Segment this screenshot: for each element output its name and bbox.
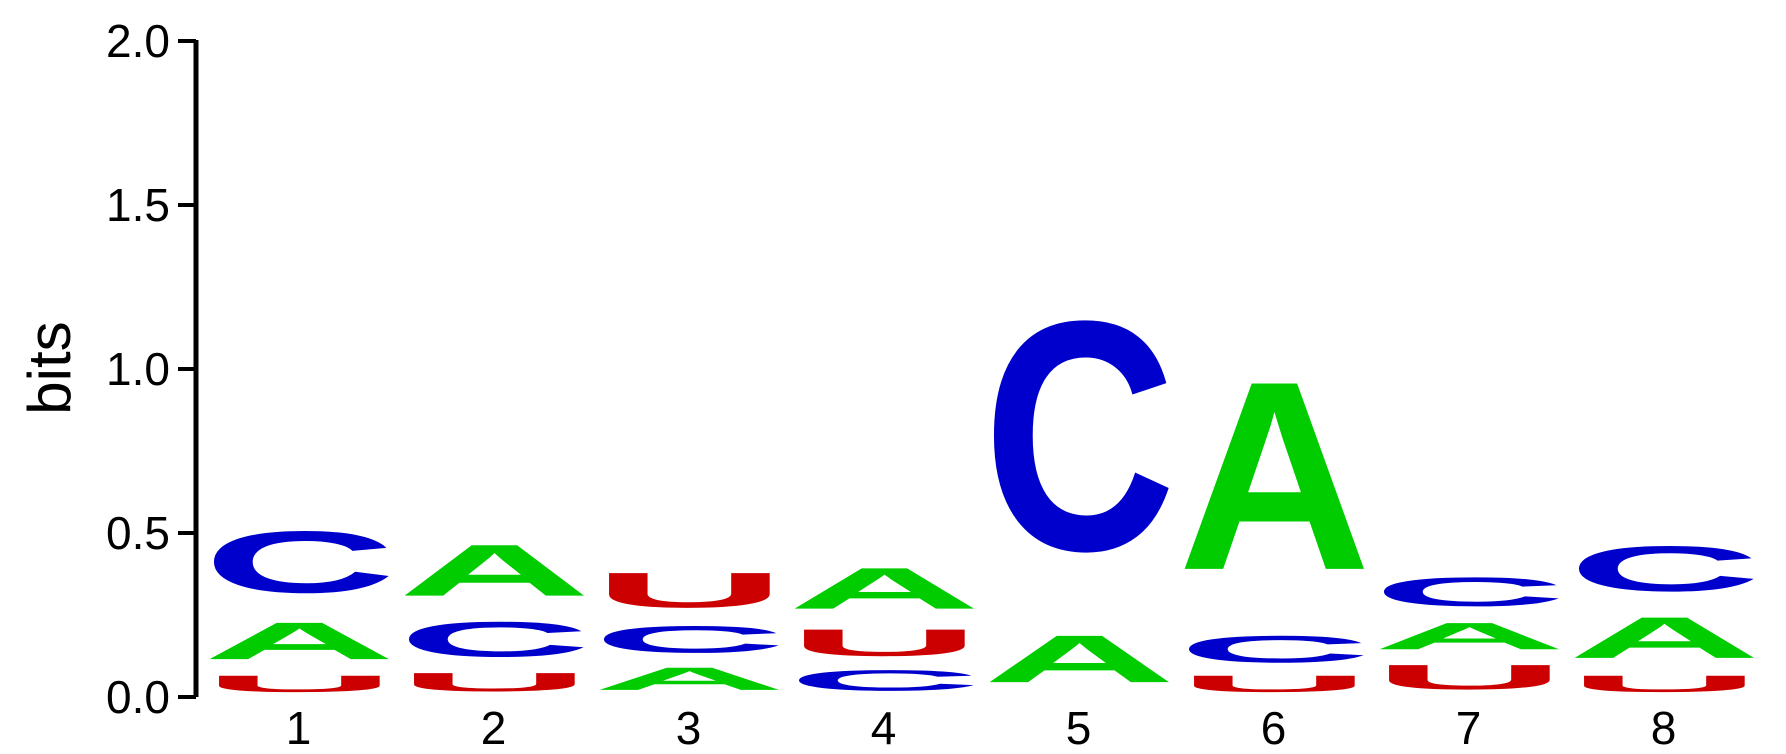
logo-letter-a: A xyxy=(203,612,396,671)
logo-letter-u: U xyxy=(203,671,396,697)
logo-letter-c: C xyxy=(398,611,591,667)
logo-letter-u: U xyxy=(1178,671,1371,697)
x-position-label: 4 xyxy=(871,702,897,754)
logo-letter-c: C xyxy=(983,253,1176,619)
y-tick-label: 2.0 xyxy=(106,15,170,67)
x-axis-labels: 1 2 3 4 5 6 7 8 xyxy=(286,702,1677,754)
logo-letter-c: C xyxy=(1568,533,1761,605)
x-position-label: 5 xyxy=(1066,702,1092,754)
y-tick-label: 0.5 xyxy=(106,507,170,559)
x-position-label: 2 xyxy=(481,702,507,754)
y-tick-label: 1.5 xyxy=(106,179,170,231)
y-tick-label: 0.0 xyxy=(106,671,170,723)
x-position-label: 3 xyxy=(676,702,702,754)
x-position-label: 7 xyxy=(1456,702,1482,754)
logo-letter-u: U xyxy=(593,562,786,618)
logo-letter-c: C xyxy=(593,618,786,660)
logo-letter-a: A xyxy=(1178,325,1371,626)
logo-letter-a: A xyxy=(983,622,1176,697)
logo-letter-u: U xyxy=(1568,671,1761,697)
y-axis-ticks: 0.0 0.5 1.0 1.5 2.0 xyxy=(106,15,196,723)
logo-letter-a: A xyxy=(1373,615,1566,657)
logo-letter-c: C xyxy=(203,513,396,611)
logo-letter-u: U xyxy=(788,622,981,664)
y-axis-label: bits xyxy=(16,321,83,414)
logo-letter-u: U xyxy=(398,667,591,696)
x-position-label: 8 xyxy=(1651,702,1677,754)
logo-letter-c: C xyxy=(1178,628,1371,670)
logo-letter-a: A xyxy=(788,556,981,621)
y-tick-label: 1.0 xyxy=(106,343,170,395)
logo-letter-c: C xyxy=(1373,569,1566,615)
logo-letter-c: C xyxy=(788,664,981,697)
logo-letter-a: A xyxy=(398,529,591,611)
x-position-label: 1 xyxy=(286,702,312,754)
logo-letter-a: A xyxy=(1568,605,1761,670)
logo-letter-a: A xyxy=(593,661,786,697)
x-position-label: 6 xyxy=(1261,702,1287,754)
logo-letter-u: U xyxy=(1373,658,1566,697)
